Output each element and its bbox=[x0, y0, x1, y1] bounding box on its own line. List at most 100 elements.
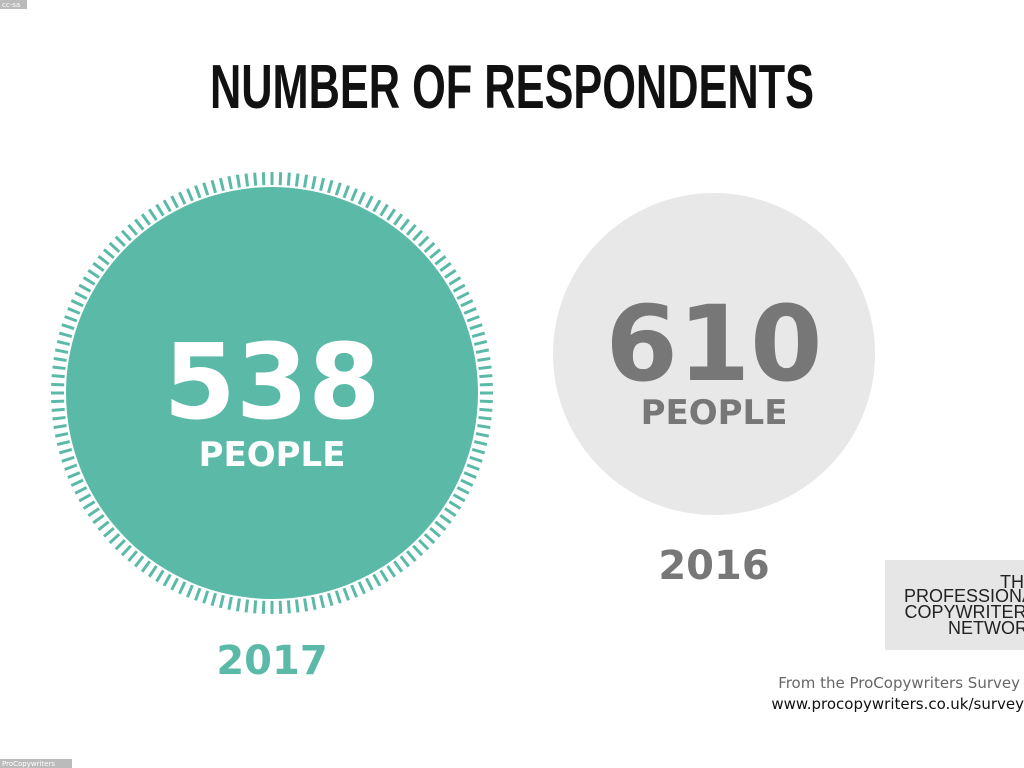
current-circle bbox=[66, 187, 478, 599]
ring-tick bbox=[405, 223, 417, 236]
ring-tick bbox=[202, 182, 210, 196]
ring-tick bbox=[54, 348, 69, 354]
ring-tick bbox=[227, 596, 233, 611]
ring-tick bbox=[479, 374, 493, 379]
ring-tick bbox=[56, 440, 71, 447]
ring-tick bbox=[319, 177, 326, 192]
ring-tick bbox=[127, 550, 139, 563]
ring-tick bbox=[294, 173, 300, 187]
ring-tick bbox=[170, 577, 179, 591]
ring-tick bbox=[82, 500, 96, 510]
ring-tick bbox=[218, 177, 225, 192]
ring-tick bbox=[67, 471, 81, 479]
ring-tick bbox=[478, 415, 492, 421]
ring-tick bbox=[357, 191, 366, 205]
ring-tick bbox=[102, 248, 115, 260]
ring-tick bbox=[365, 577, 374, 591]
ring-tick bbox=[452, 493, 466, 503]
ring-tick bbox=[58, 331, 73, 338]
ring-tick bbox=[74, 486, 88, 495]
ring-tick bbox=[253, 172, 258, 186]
ring-tick bbox=[479, 407, 493, 412]
ring-tick bbox=[319, 594, 326, 609]
ring-tick bbox=[466, 315, 480, 323]
ring-tick bbox=[463, 471, 477, 479]
ring-tick bbox=[479, 382, 493, 387]
ring-tick bbox=[311, 175, 317, 190]
ring-tick bbox=[286, 172, 291, 186]
ring-tick bbox=[478, 365, 492, 371]
ring-tick bbox=[114, 235, 126, 247]
ring-tick bbox=[350, 188, 358, 202]
ring-tick bbox=[178, 191, 187, 205]
corner-label: cc-sa bbox=[2, 1, 20, 9]
ring-tick bbox=[423, 533, 436, 545]
previous-circle bbox=[553, 193, 875, 515]
ring-tick bbox=[155, 569, 165, 583]
previous-unit: PEOPLE bbox=[641, 393, 788, 433]
ring-tick bbox=[140, 213, 151, 226]
ring-tick bbox=[473, 440, 488, 447]
current-number: 538 bbox=[163, 321, 380, 443]
ring-tick bbox=[405, 550, 417, 563]
ring-tick bbox=[235, 174, 241, 188]
ring-tick bbox=[475, 432, 490, 438]
ring-tick bbox=[342, 587, 350, 601]
previous-year: 2016 bbox=[658, 543, 769, 589]
ring-tick bbox=[473, 339, 488, 346]
logo-box bbox=[885, 560, 1024, 650]
ring-tick bbox=[399, 555, 410, 568]
logo-line: COPYWRITERS' bbox=[905, 602, 1024, 622]
ring-tick bbox=[456, 291, 470, 300]
ring-tick bbox=[429, 526, 442, 538]
ring-tick bbox=[102, 526, 115, 538]
current-unit: PEOPLE bbox=[199, 435, 346, 475]
ring-tick bbox=[202, 590, 210, 604]
ring-tick bbox=[471, 331, 486, 338]
ring-tick bbox=[97, 255, 110, 266]
ring-tick bbox=[463, 307, 477, 315]
ring-tick bbox=[477, 356, 491, 362]
ring-tick bbox=[87, 268, 100, 279]
ring-tick bbox=[61, 455, 75, 463]
ring-tick bbox=[423, 241, 436, 253]
ring-tick bbox=[134, 555, 145, 568]
ring-tick bbox=[379, 203, 389, 217]
ring-tick bbox=[460, 299, 474, 308]
ring-tick bbox=[227, 175, 233, 190]
ring-tick bbox=[469, 323, 483, 331]
ring-tick bbox=[460, 478, 474, 487]
ring-tick bbox=[412, 229, 424, 242]
ring-tick bbox=[475, 348, 490, 354]
ring-tick bbox=[194, 587, 202, 601]
ring-tick bbox=[67, 307, 81, 315]
ring-tick bbox=[52, 415, 66, 421]
ring-tick bbox=[114, 539, 126, 551]
ring-tick bbox=[235, 598, 241, 612]
ring-tick bbox=[87, 507, 100, 518]
ring-tick bbox=[194, 185, 202, 199]
ring-tick bbox=[471, 448, 486, 455]
ring-tick bbox=[155, 203, 165, 217]
title: NUMBER OF RESPONDENTS bbox=[210, 53, 814, 122]
ring-tick bbox=[92, 514, 105, 525]
corner-badge bbox=[0, 0, 27, 9]
ring-tick bbox=[456, 486, 470, 495]
ring-tick bbox=[448, 500, 462, 510]
ring-tick bbox=[70, 478, 84, 487]
ring-tick bbox=[253, 600, 258, 614]
ring-tick bbox=[439, 261, 452, 272]
ring-tick bbox=[286, 600, 291, 614]
ring-tick bbox=[51, 407, 65, 412]
ring-tick bbox=[303, 598, 309, 612]
ring-tick bbox=[120, 544, 132, 557]
ring-tick bbox=[479, 399, 493, 404]
ring-tick bbox=[147, 565, 158, 578]
ring-tick bbox=[429, 248, 442, 260]
ring-tick bbox=[58, 448, 73, 455]
ring-tick bbox=[444, 268, 457, 279]
logo-line: PROFESSIONAL bbox=[904, 586, 1024, 606]
ring-tick bbox=[82, 276, 96, 286]
ring-tick bbox=[386, 565, 397, 578]
